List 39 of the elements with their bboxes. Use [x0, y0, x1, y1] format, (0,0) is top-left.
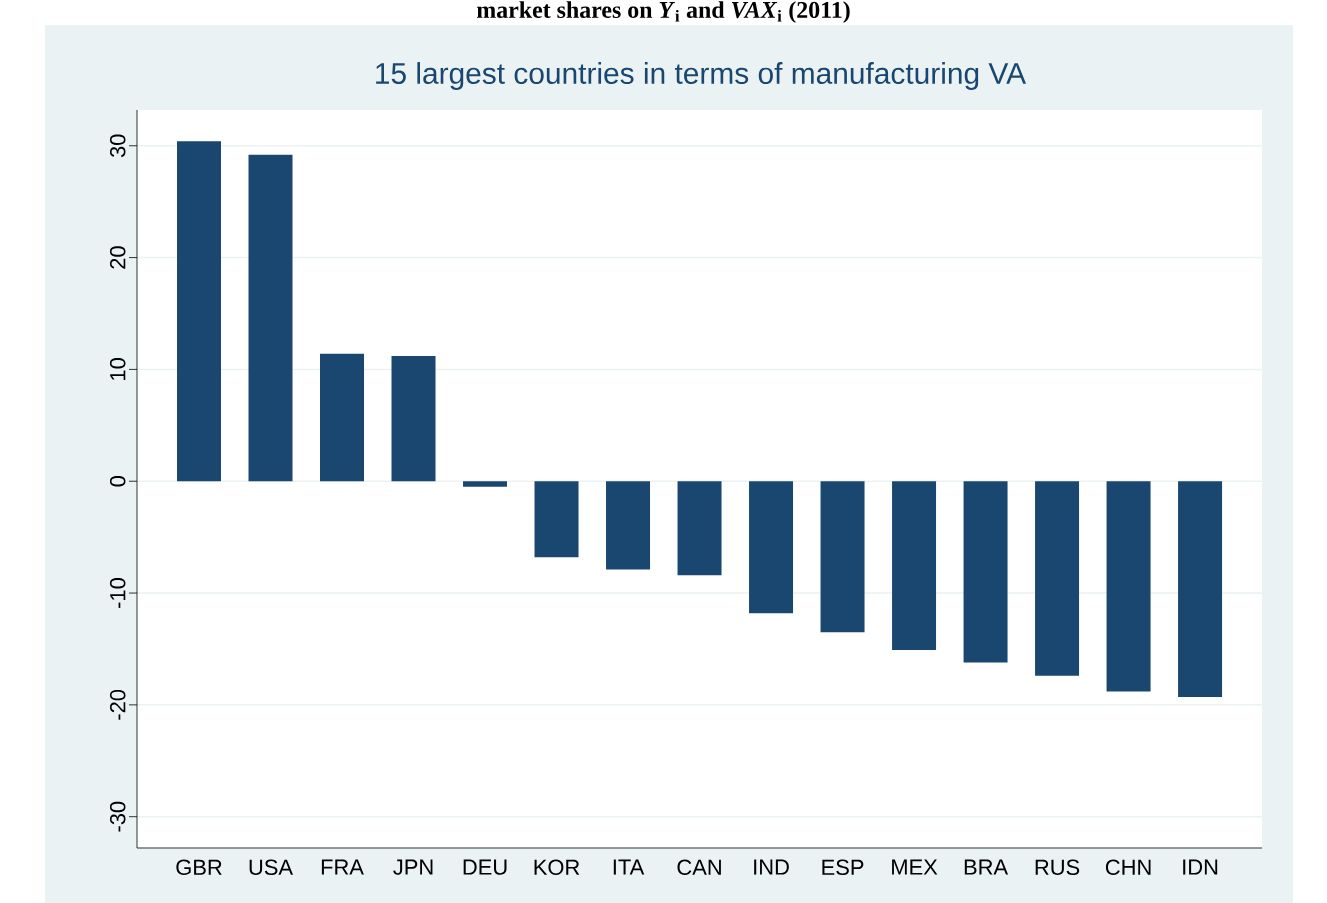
- bar: [177, 141, 221, 482]
- y-tick-label: 10: [109, 358, 126, 380]
- x-tick-label: MEX: [892, 859, 938, 875]
- y-tick-label: 0: [109, 476, 126, 487]
- y-tick-label: -30: [109, 801, 126, 832]
- y-tick-label: 30: [109, 134, 126, 158]
- bar: [1106, 481, 1151, 692]
- bar: [320, 353, 365, 482]
- bar: [463, 481, 508, 487]
- bar: [1035, 481, 1080, 676]
- x-tick-label: KOR: [534, 859, 580, 876]
- chart-title: market shares on Y$_{i}$ and VAX$_{i}$ (2011): [476, 1, 850, 23]
- chart-subtitle: 15 largest countries in terms of manufacturing VA: [376, 62, 1027, 90]
- x-tick-label: RUS: [1035, 859, 1080, 876]
- bar: [606, 481, 651, 570]
- x-tick-label: USA: [249, 859, 293, 876]
- x-tick-label: GBR: [176, 859, 222, 876]
- x-tick-label: IND: [754, 859, 789, 875]
- x-tick-label: JPN: [393, 859, 433, 875]
- x-tick-label: CHN: [1105, 859, 1151, 876]
- x-tick-label: ITA: [613, 859, 645, 875]
- bar: [892, 481, 937, 651]
- bar: [677, 481, 722, 576]
- x-tick-label: FRA: [321, 859, 364, 875]
- x-tick-label: CAN: [677, 859, 721, 876]
- y-tick-label: -10: [109, 578, 126, 608]
- x-tick-label: DEU: [463, 859, 507, 875]
- bar: [391, 355, 436, 482]
- bar: [963, 481, 1008, 663]
- bar: [749, 481, 794, 614]
- bar: [248, 154, 293, 482]
- x-tick-label: BRA: [964, 859, 1009, 875]
- bar: [534, 481, 579, 558]
- bar: [820, 481, 865, 633]
- y-tick-label: 20: [109, 246, 126, 269]
- x-tick-label: ESP: [822, 859, 864, 876]
- y-tick-label: -20: [109, 689, 126, 720]
- x-tick-label: IDN: [1183, 859, 1218, 875]
- bar: [1178, 481, 1223, 698]
